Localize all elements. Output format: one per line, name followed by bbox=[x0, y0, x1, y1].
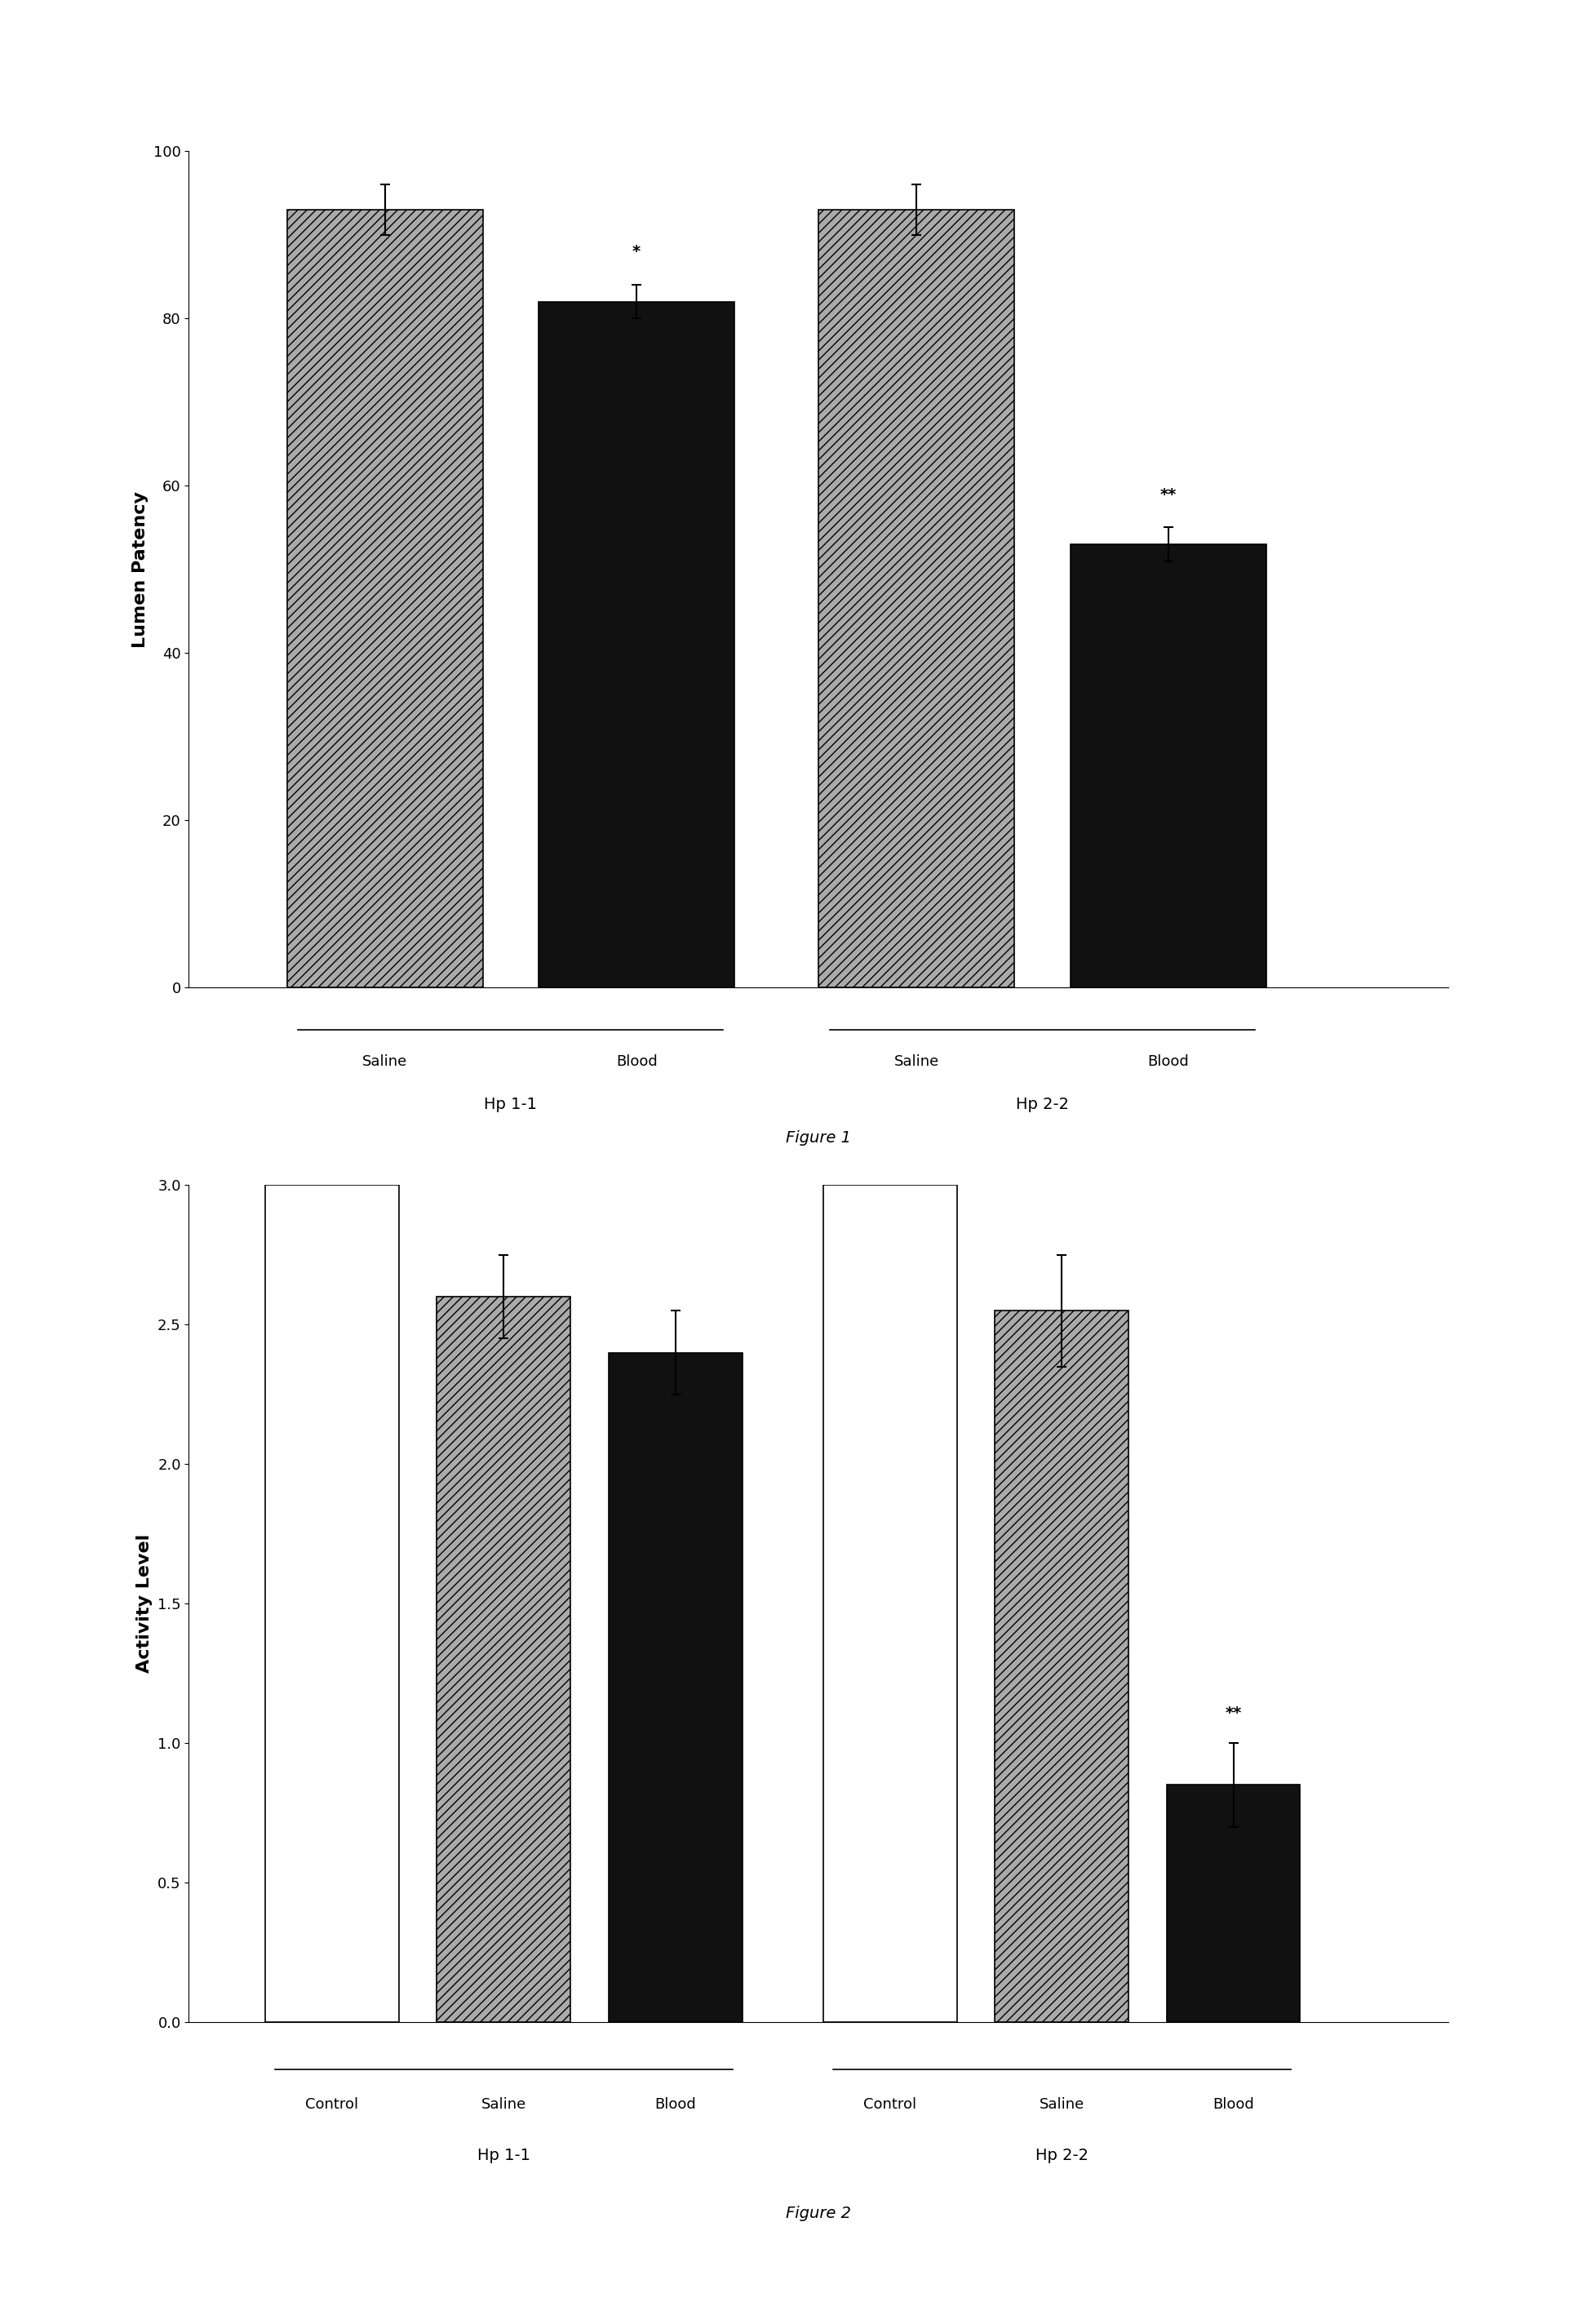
Text: Hp 2-2: Hp 2-2 bbox=[1015, 1097, 1069, 1111]
Text: Control: Control bbox=[305, 2096, 359, 2113]
Bar bbox=[823, 1185, 957, 2022]
Text: Saline: Saline bbox=[1039, 2096, 1084, 2113]
Text: Figure 2: Figure 2 bbox=[785, 2205, 852, 2222]
Text: Saline: Saline bbox=[362, 1055, 408, 1069]
Text: Blood: Blood bbox=[1147, 1055, 1188, 1069]
Text: Blood: Blood bbox=[1212, 2096, 1254, 2113]
Text: Blood: Blood bbox=[615, 1055, 658, 1069]
Text: Hp 2-2: Hp 2-2 bbox=[1036, 2147, 1088, 2164]
Bar bbox=[995, 1311, 1129, 2022]
Bar bbox=[438, 1297, 570, 2022]
Bar bbox=[264, 1185, 398, 2022]
Text: Saline: Saline bbox=[482, 2096, 526, 2113]
Bar bbox=[1070, 544, 1265, 988]
Bar bbox=[609, 1353, 743, 2022]
Text: *: * bbox=[633, 244, 641, 260]
Text: **: ** bbox=[1225, 1706, 1242, 1720]
Text: **: ** bbox=[1160, 488, 1176, 502]
Y-axis label: Lumen Patency: Lumen Patency bbox=[132, 490, 150, 648]
Bar bbox=[1166, 1785, 1300, 2022]
Text: Control: Control bbox=[864, 2096, 916, 2113]
Bar bbox=[538, 302, 735, 988]
Text: Blood: Blood bbox=[655, 2096, 696, 2113]
Text: Hp 1-1: Hp 1-1 bbox=[477, 2147, 530, 2164]
Text: Saline: Saline bbox=[894, 1055, 940, 1069]
Bar bbox=[818, 209, 1014, 988]
Bar bbox=[286, 209, 483, 988]
Y-axis label: Activity Level: Activity Level bbox=[137, 1534, 153, 1673]
Text: Hp 1-1: Hp 1-1 bbox=[485, 1097, 537, 1111]
Text: Figure 1: Figure 1 bbox=[785, 1129, 852, 1146]
